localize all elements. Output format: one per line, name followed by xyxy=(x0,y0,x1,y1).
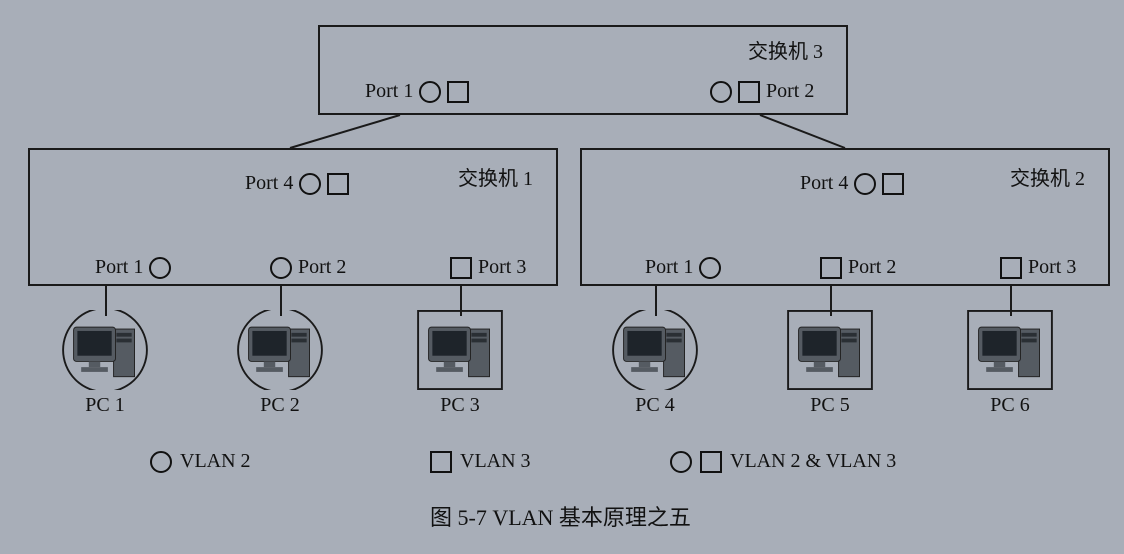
legend-vlan3: VLAN 3 xyxy=(430,450,531,473)
sw2-title: 交换机 2 xyxy=(1010,162,1085,191)
pc5: PC 5 xyxy=(785,310,875,417)
sw1-p1: Port 1 xyxy=(95,256,171,279)
sw3-p1-label: Port 1 xyxy=(365,80,413,103)
sw3-p1: Port 1 xyxy=(365,80,469,103)
sw1-p3: Port 3 xyxy=(450,256,526,279)
edge-sw3-p2-to-sw2-p4 xyxy=(760,115,845,148)
sw1-title: 交换机 1 xyxy=(458,162,533,191)
figure-caption: 图 5-7 VLAN 基本原理之五 xyxy=(430,500,691,532)
sw2-p3-label: Port 3 xyxy=(1028,256,1076,279)
pc2-label: PC 2 xyxy=(260,394,299,417)
sw1-p2: Port 2 xyxy=(270,256,346,279)
pc3-label: PC 3 xyxy=(440,394,479,417)
pc1: PC 1 xyxy=(60,310,150,417)
sw2-p4-label: Port 4 xyxy=(800,172,848,195)
pc4: PC 4 xyxy=(610,310,700,417)
legend-vlan2: VLAN 2 xyxy=(150,450,251,473)
pc6-label: PC 6 xyxy=(990,394,1029,417)
pc5-label: PC 5 xyxy=(810,394,849,417)
sw3-p2: Port 2 xyxy=(710,80,814,103)
sw1-p1-label: Port 1 xyxy=(95,256,143,279)
pc4-label: PC 4 xyxy=(635,394,674,417)
sw1-p3-label: Port 3 xyxy=(478,256,526,279)
diagram-canvas: 交换机 3 Port 1 Port 2 交换机 1 Port 4 Port 1 Port … xyxy=(0,0,1124,554)
legend-vlan2-text: VLAN 2 xyxy=(180,450,251,473)
sw2-p2-label: Port 2 xyxy=(848,256,896,279)
sw3-p2-label: Port 2 xyxy=(766,80,814,103)
sw2-p4: Port 4 xyxy=(800,172,904,195)
sw2-p1-label: Port 1 xyxy=(645,256,693,279)
legend-vlan23: VLAN 2 & VLAN 3 xyxy=(670,450,896,473)
sw1-p4: Port 4 xyxy=(245,172,349,195)
legend-vlan23-text: VLAN 2 & VLAN 3 xyxy=(730,450,896,473)
pc2: PC 2 xyxy=(235,310,325,417)
pc3: PC 3 xyxy=(415,310,505,417)
sw2-p1: Port 1 xyxy=(645,256,721,279)
legend-vlan3-text: VLAN 3 xyxy=(460,450,531,473)
sw1-p2-label: Port 2 xyxy=(298,256,346,279)
sw2-p3: Port 3 xyxy=(1000,256,1076,279)
pc1-label: PC 1 xyxy=(85,394,124,417)
edge-sw3-p1-to-sw1-p4 xyxy=(290,115,400,148)
sw3-title: 交换机 3 xyxy=(748,35,823,64)
sw1-p4-label: Port 4 xyxy=(245,172,293,195)
sw2-p2: Port 2 xyxy=(820,256,896,279)
pc6: PC 6 xyxy=(965,310,1055,417)
